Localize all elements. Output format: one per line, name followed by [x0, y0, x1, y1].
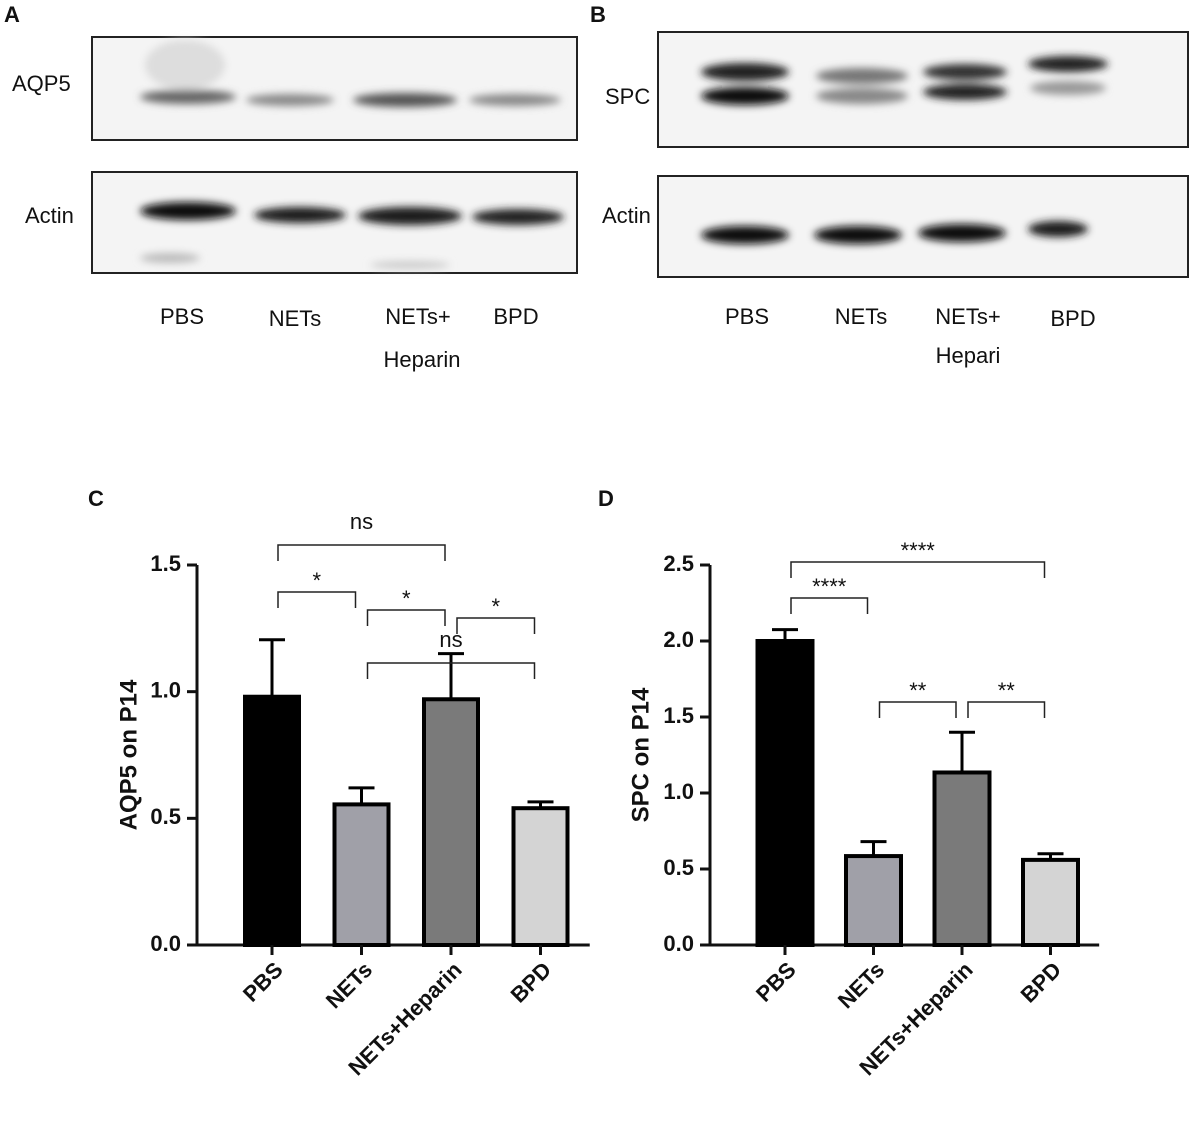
- lane-label: Heparin: [383, 347, 460, 372]
- y-axis-label: SPC on P14: [627, 687, 654, 822]
- y-tick-label: 0.0: [663, 931, 694, 956]
- significance-label: ****: [812, 574, 847, 599]
- error-bar: [949, 730, 975, 773]
- panel-letter: B: [590, 2, 606, 27]
- lane-label: NETs: [269, 306, 322, 331]
- significance-bracket: [366, 609, 446, 626]
- lane-label: BPD: [493, 304, 538, 329]
- blot-b: [657, 31, 1189, 278]
- blot-a: [91, 36, 578, 274]
- significance-label: *: [312, 568, 321, 593]
- significance-bracket: [456, 617, 536, 634]
- significance-bracket: [790, 597, 869, 614]
- lane-label: NETs: [835, 304, 888, 329]
- x-tick-label: PBS: [751, 957, 801, 1007]
- significance-label: ****: [901, 538, 936, 563]
- bands: [140, 202, 564, 269]
- lane-label: PBS: [160, 304, 204, 329]
- error-bar: [1037, 852, 1064, 860]
- significance-label: *: [491, 594, 500, 619]
- y-tick-label: 0.5: [663, 855, 694, 880]
- y-tick-label: 1.5: [663, 703, 694, 728]
- row-label: SPC: [605, 84, 650, 109]
- bar: [1021, 857, 1080, 948]
- bar: [844, 854, 903, 948]
- significance-bracket: [878, 701, 957, 718]
- bar: [243, 694, 301, 947]
- lane-label: BPD: [1050, 306, 1095, 331]
- error-bar: [860, 840, 887, 857]
- lane-label: NETs+: [935, 304, 1000, 329]
- significance-bracket: [790, 561, 1046, 578]
- y-tick-label: 1.5: [150, 551, 181, 576]
- lane-label: NETs+: [385, 304, 450, 329]
- bands: [701, 221, 1088, 244]
- row-label: Actin: [602, 203, 651, 228]
- bar: [332, 802, 391, 948]
- x-tick-label: BPD: [1016, 957, 1067, 1008]
- y-tick-label: 2.0: [663, 627, 694, 652]
- significance-bracket: [277, 544, 446, 561]
- y-tick-label: 0.0: [150, 931, 181, 956]
- significance-label: *: [402, 586, 411, 611]
- lane-label: PBS: [725, 304, 769, 329]
- bands: [140, 40, 561, 107]
- significance-bracket: [366, 662, 536, 679]
- significance-bracket: [967, 701, 1046, 718]
- row-label: Actin: [25, 203, 74, 228]
- lane-label: Hepari: [936, 343, 1001, 368]
- x-tick-label: NETs: [833, 957, 889, 1013]
- error-bar: [438, 652, 464, 700]
- panel-letter: D: [598, 486, 614, 511]
- significance-label: **: [998, 678, 1016, 703]
- bands: [701, 56, 1108, 105]
- error-bar: [527, 800, 554, 809]
- y-tick-label: 1.0: [663, 779, 694, 804]
- x-tick-label: BPD: [506, 957, 557, 1008]
- significance-label: ns: [439, 627, 462, 652]
- error-bar: [772, 628, 798, 641]
- bar: [755, 639, 815, 947]
- y-axis-label: AQP5 on P14: [115, 679, 142, 830]
- error-bar: [259, 638, 285, 697]
- panel-letter: A: [4, 2, 20, 27]
- bar: [511, 806, 570, 948]
- x-tick-label: NETs: [321, 957, 377, 1013]
- y-tick-label: 1.0: [150, 677, 181, 702]
- panel-letter: C: [88, 486, 104, 511]
- bar: [932, 770, 992, 947]
- significance-bracket: [277, 591, 357, 608]
- x-tick-label: PBS: [238, 957, 288, 1007]
- row-label: AQP5: [12, 71, 71, 96]
- bar: [422, 697, 480, 947]
- error-bar: [348, 786, 375, 805]
- y-tick-label: 2.5: [663, 551, 694, 576]
- significance-label: ns: [350, 509, 373, 534]
- significance-label: **: [909, 678, 927, 703]
- y-tick-label: 0.5: [150, 804, 181, 829]
